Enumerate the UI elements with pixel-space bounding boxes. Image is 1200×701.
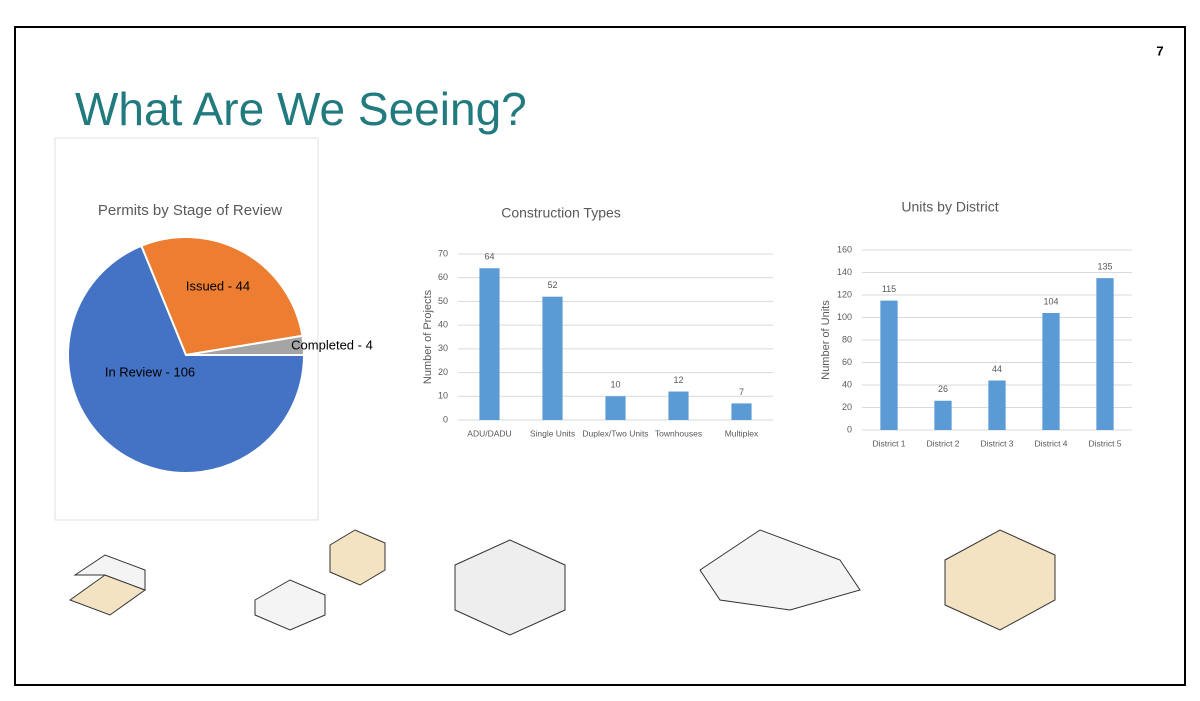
pie-slice bbox=[140, 236, 304, 357]
y-tick-label: 60 bbox=[438, 272, 448, 282]
y-tick-label: 50 bbox=[438, 296, 448, 306]
data-label: In Review - 106 bbox=[105, 364, 195, 379]
bar bbox=[731, 403, 752, 420]
slide-title: What Are We Seeing? bbox=[75, 83, 527, 135]
y-tick-label: 0 bbox=[443, 414, 448, 424]
chart-title: Construction Types bbox=[501, 205, 621, 221]
x-tick-label: District 5 bbox=[1088, 438, 1121, 448]
y-axis-title: Number of Projects bbox=[422, 289, 434, 384]
y-tick-label: 20 bbox=[438, 367, 448, 377]
x-tick-label: District 1 bbox=[872, 438, 905, 448]
y-axis-title: Number of Units bbox=[820, 300, 832, 380]
pie-slice bbox=[67, 244, 306, 474]
building bbox=[699, 529, 861, 611]
y-tick-label: 80 bbox=[842, 334, 852, 344]
building bbox=[254, 579, 326, 631]
bar bbox=[988, 380, 1006, 430]
x-tick-label: Multiplex bbox=[725, 428, 759, 438]
data-label: 26 bbox=[938, 384, 948, 394]
pie-panel bbox=[54, 137, 319, 521]
data-label: 64 bbox=[484, 252, 494, 262]
bar bbox=[668, 391, 689, 420]
y-tick-label: 120 bbox=[837, 289, 852, 299]
data-label: 12 bbox=[673, 375, 683, 385]
pie-slice bbox=[185, 334, 306, 356]
data-label: 10 bbox=[610, 380, 620, 390]
bar bbox=[934, 400, 952, 430]
x-tick-label: Single Units bbox=[530, 428, 575, 438]
y-tick-label: 140 bbox=[837, 267, 852, 277]
x-tick-label: District 4 bbox=[1034, 438, 1067, 448]
building bbox=[944, 529, 1056, 631]
y-tick-label: 20 bbox=[842, 402, 852, 412]
y-tick-label: 70 bbox=[438, 248, 448, 258]
x-tick-label: ADU/DADU bbox=[467, 428, 511, 438]
bar bbox=[1096, 278, 1114, 430]
bar bbox=[1042, 313, 1060, 430]
data-label: 52 bbox=[547, 280, 557, 290]
building bbox=[329, 529, 386, 586]
data-label: 115 bbox=[882, 284, 896, 294]
building bbox=[73, 554, 146, 591]
building bbox=[454, 539, 566, 636]
x-tick-label: Duplex/Two Units bbox=[582, 428, 648, 438]
y-tick-label: 40 bbox=[842, 379, 852, 389]
illustrations bbox=[68, 529, 1056, 636]
data-label: 44 bbox=[992, 364, 1002, 374]
bar bbox=[479, 268, 500, 420]
data-label: Issued - 44 bbox=[186, 278, 250, 293]
x-tick-label: District 2 bbox=[926, 438, 959, 448]
data-label: 7 bbox=[739, 387, 744, 397]
page-number: 7 bbox=[1156, 43, 1163, 58]
data-label: Completed - 4 bbox=[291, 337, 373, 352]
y-tick-label: 30 bbox=[438, 343, 448, 353]
x-tick-label: Townhouses bbox=[655, 428, 702, 438]
data-label: 135 bbox=[1097, 262, 1112, 272]
y-tick-label: 40 bbox=[438, 320, 448, 330]
data-label: 104 bbox=[1043, 296, 1058, 306]
y-tick-label: 0 bbox=[847, 424, 852, 434]
x-tick-label: District 3 bbox=[980, 438, 1013, 448]
y-tick-label: 10 bbox=[438, 391, 448, 401]
y-tick-label: 60 bbox=[842, 357, 852, 367]
chart-title: Permits by Stage of Review bbox=[98, 202, 282, 219]
chart-title: Units by District bbox=[901, 199, 998, 215]
bar bbox=[605, 396, 626, 420]
y-tick-label: 100 bbox=[837, 312, 852, 322]
bar bbox=[542, 296, 563, 420]
y-tick-label: 160 bbox=[837, 244, 852, 254]
bar bbox=[880, 300, 898, 430]
